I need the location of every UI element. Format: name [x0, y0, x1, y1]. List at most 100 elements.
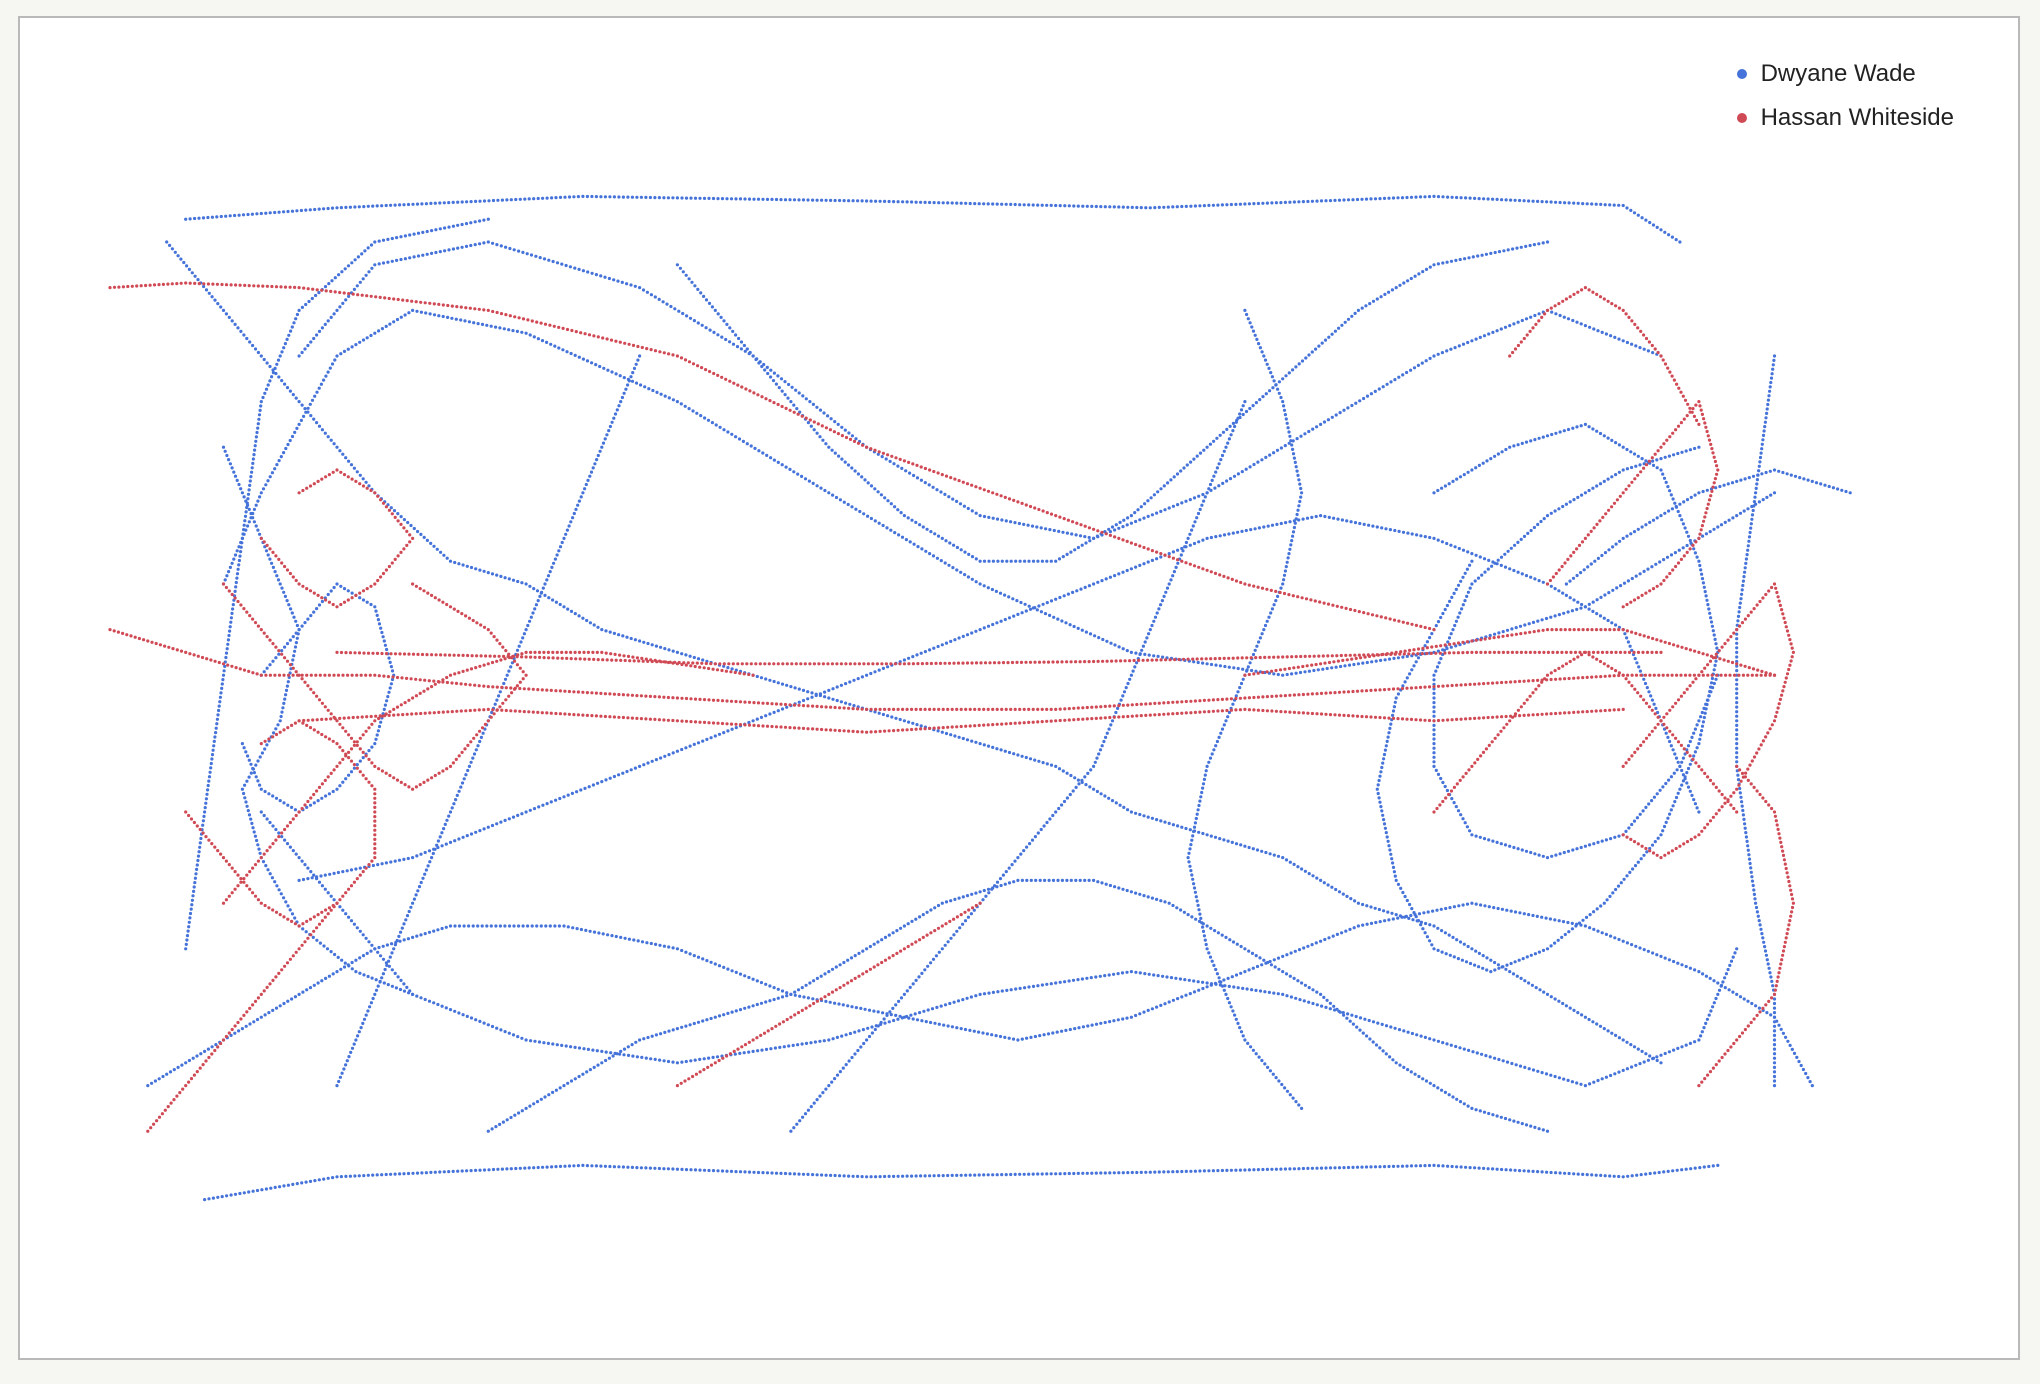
data-point	[1769, 975, 1773, 979]
data-point	[1553, 918, 1557, 922]
data-point	[509, 1167, 513, 1171]
data-point	[346, 264, 351, 268]
data-point	[1479, 903, 1483, 907]
data-point	[1608, 894, 1612, 899]
data-point	[1302, 946, 1306, 950]
data-point	[1373, 197, 1378, 201]
data-point	[1189, 869, 1193, 873]
data-point	[914, 917, 918, 921]
data-point	[1545, 992, 1550, 997]
data-point	[1477, 1166, 1481, 1170]
data-point	[796, 1043, 800, 1047]
data-point	[1761, 498, 1765, 502]
data-point	[326, 206, 330, 211]
data-point	[460, 222, 464, 227]
data-point	[330, 362, 335, 366]
data-point	[1251, 847, 1255, 851]
data-point	[1228, 477, 1233, 481]
data-point	[278, 1185, 282, 1189]
data-point	[1224, 445, 1228, 449]
data-point	[503, 924, 507, 928]
data-point	[577, 1046, 582, 1050]
data-point	[795, 407, 799, 411]
data-point	[1394, 878, 1398, 883]
data-point	[415, 202, 420, 206]
data-point	[1740, 800, 1744, 804]
data-point	[431, 851, 435, 856]
data-point	[402, 518, 406, 522]
data-point	[235, 576, 239, 580]
data-point	[303, 863, 307, 867]
data-point	[1231, 429, 1235, 433]
data-point	[349, 463, 354, 467]
data-point	[1529, 439, 1533, 443]
data-point	[835, 1073, 840, 1077]
data-point	[1495, 197, 1499, 201]
data-point	[600, 628, 604, 632]
data-point	[1522, 534, 1527, 539]
data-point	[1370, 660, 1374, 664]
data-point	[847, 199, 851, 203]
data-point	[645, 941, 649, 945]
data-point	[1100, 744, 1104, 748]
data-point	[1784, 1035, 1788, 1039]
data-point	[911, 721, 915, 725]
data-point	[576, 1164, 581, 1168]
data-point	[406, 202, 411, 207]
data-point	[1496, 452, 1500, 456]
data-point	[524, 628, 528, 632]
data-point	[1410, 532, 1414, 536]
data-point	[511, 815, 516, 819]
data-point	[1735, 678, 1739, 682]
data-point	[986, 202, 990, 206]
data-point	[722, 428, 726, 432]
data-point	[1477, 951, 1481, 956]
data-point	[1293, 949, 1297, 953]
data-point	[1255, 337, 1259, 341]
data-point	[1506, 248, 1510, 252]
data-point	[1277, 391, 1281, 395]
data-point	[222, 669, 226, 673]
data-point	[1078, 534, 1083, 538]
data-point	[453, 560, 457, 565]
data-point	[1301, 517, 1305, 521]
data-point	[1747, 535, 1752, 539]
data-point	[1445, 260, 1449, 264]
data-point	[1583, 924, 1587, 928]
data-point	[1676, 961, 1680, 965]
data-point	[1704, 974, 1708, 978]
data-point	[572, 195, 576, 199]
data-point	[1371, 524, 1375, 528]
data-point	[1086, 771, 1090, 776]
data-point	[1458, 940, 1463, 944]
data-point	[465, 1014, 469, 1019]
data-point	[1097, 752, 1101, 756]
data-point	[625, 282, 629, 286]
data-point	[1685, 781, 1689, 785]
data-point	[1537, 579, 1541, 583]
data-point	[1484, 252, 1488, 256]
data-point	[889, 528, 893, 532]
data-point	[1446, 640, 1450, 644]
data-point	[944, 641, 949, 645]
data-point	[1027, 203, 1031, 207]
data-point	[995, 747, 999, 751]
data-point	[630, 195, 635, 199]
data-point	[411, 935, 415, 940]
data-point	[440, 844, 444, 848]
data-point	[798, 1119, 802, 1123]
data-point	[451, 200, 455, 204]
data-point	[933, 1021, 937, 1025]
data-point	[959, 1173, 963, 1177]
data-point	[1617, 1174, 1621, 1179]
data-point	[520, 1036, 524, 1040]
data-point	[474, 1168, 478, 1172]
data-point	[323, 887, 327, 891]
data-point	[724, 337, 728, 342]
data-point	[1275, 522, 1279, 526]
data-point	[946, 940, 950, 944]
data-point	[1138, 518, 1142, 522]
data-point	[425, 229, 429, 234]
data-point	[310, 296, 314, 301]
data-point	[910, 1174, 914, 1178]
